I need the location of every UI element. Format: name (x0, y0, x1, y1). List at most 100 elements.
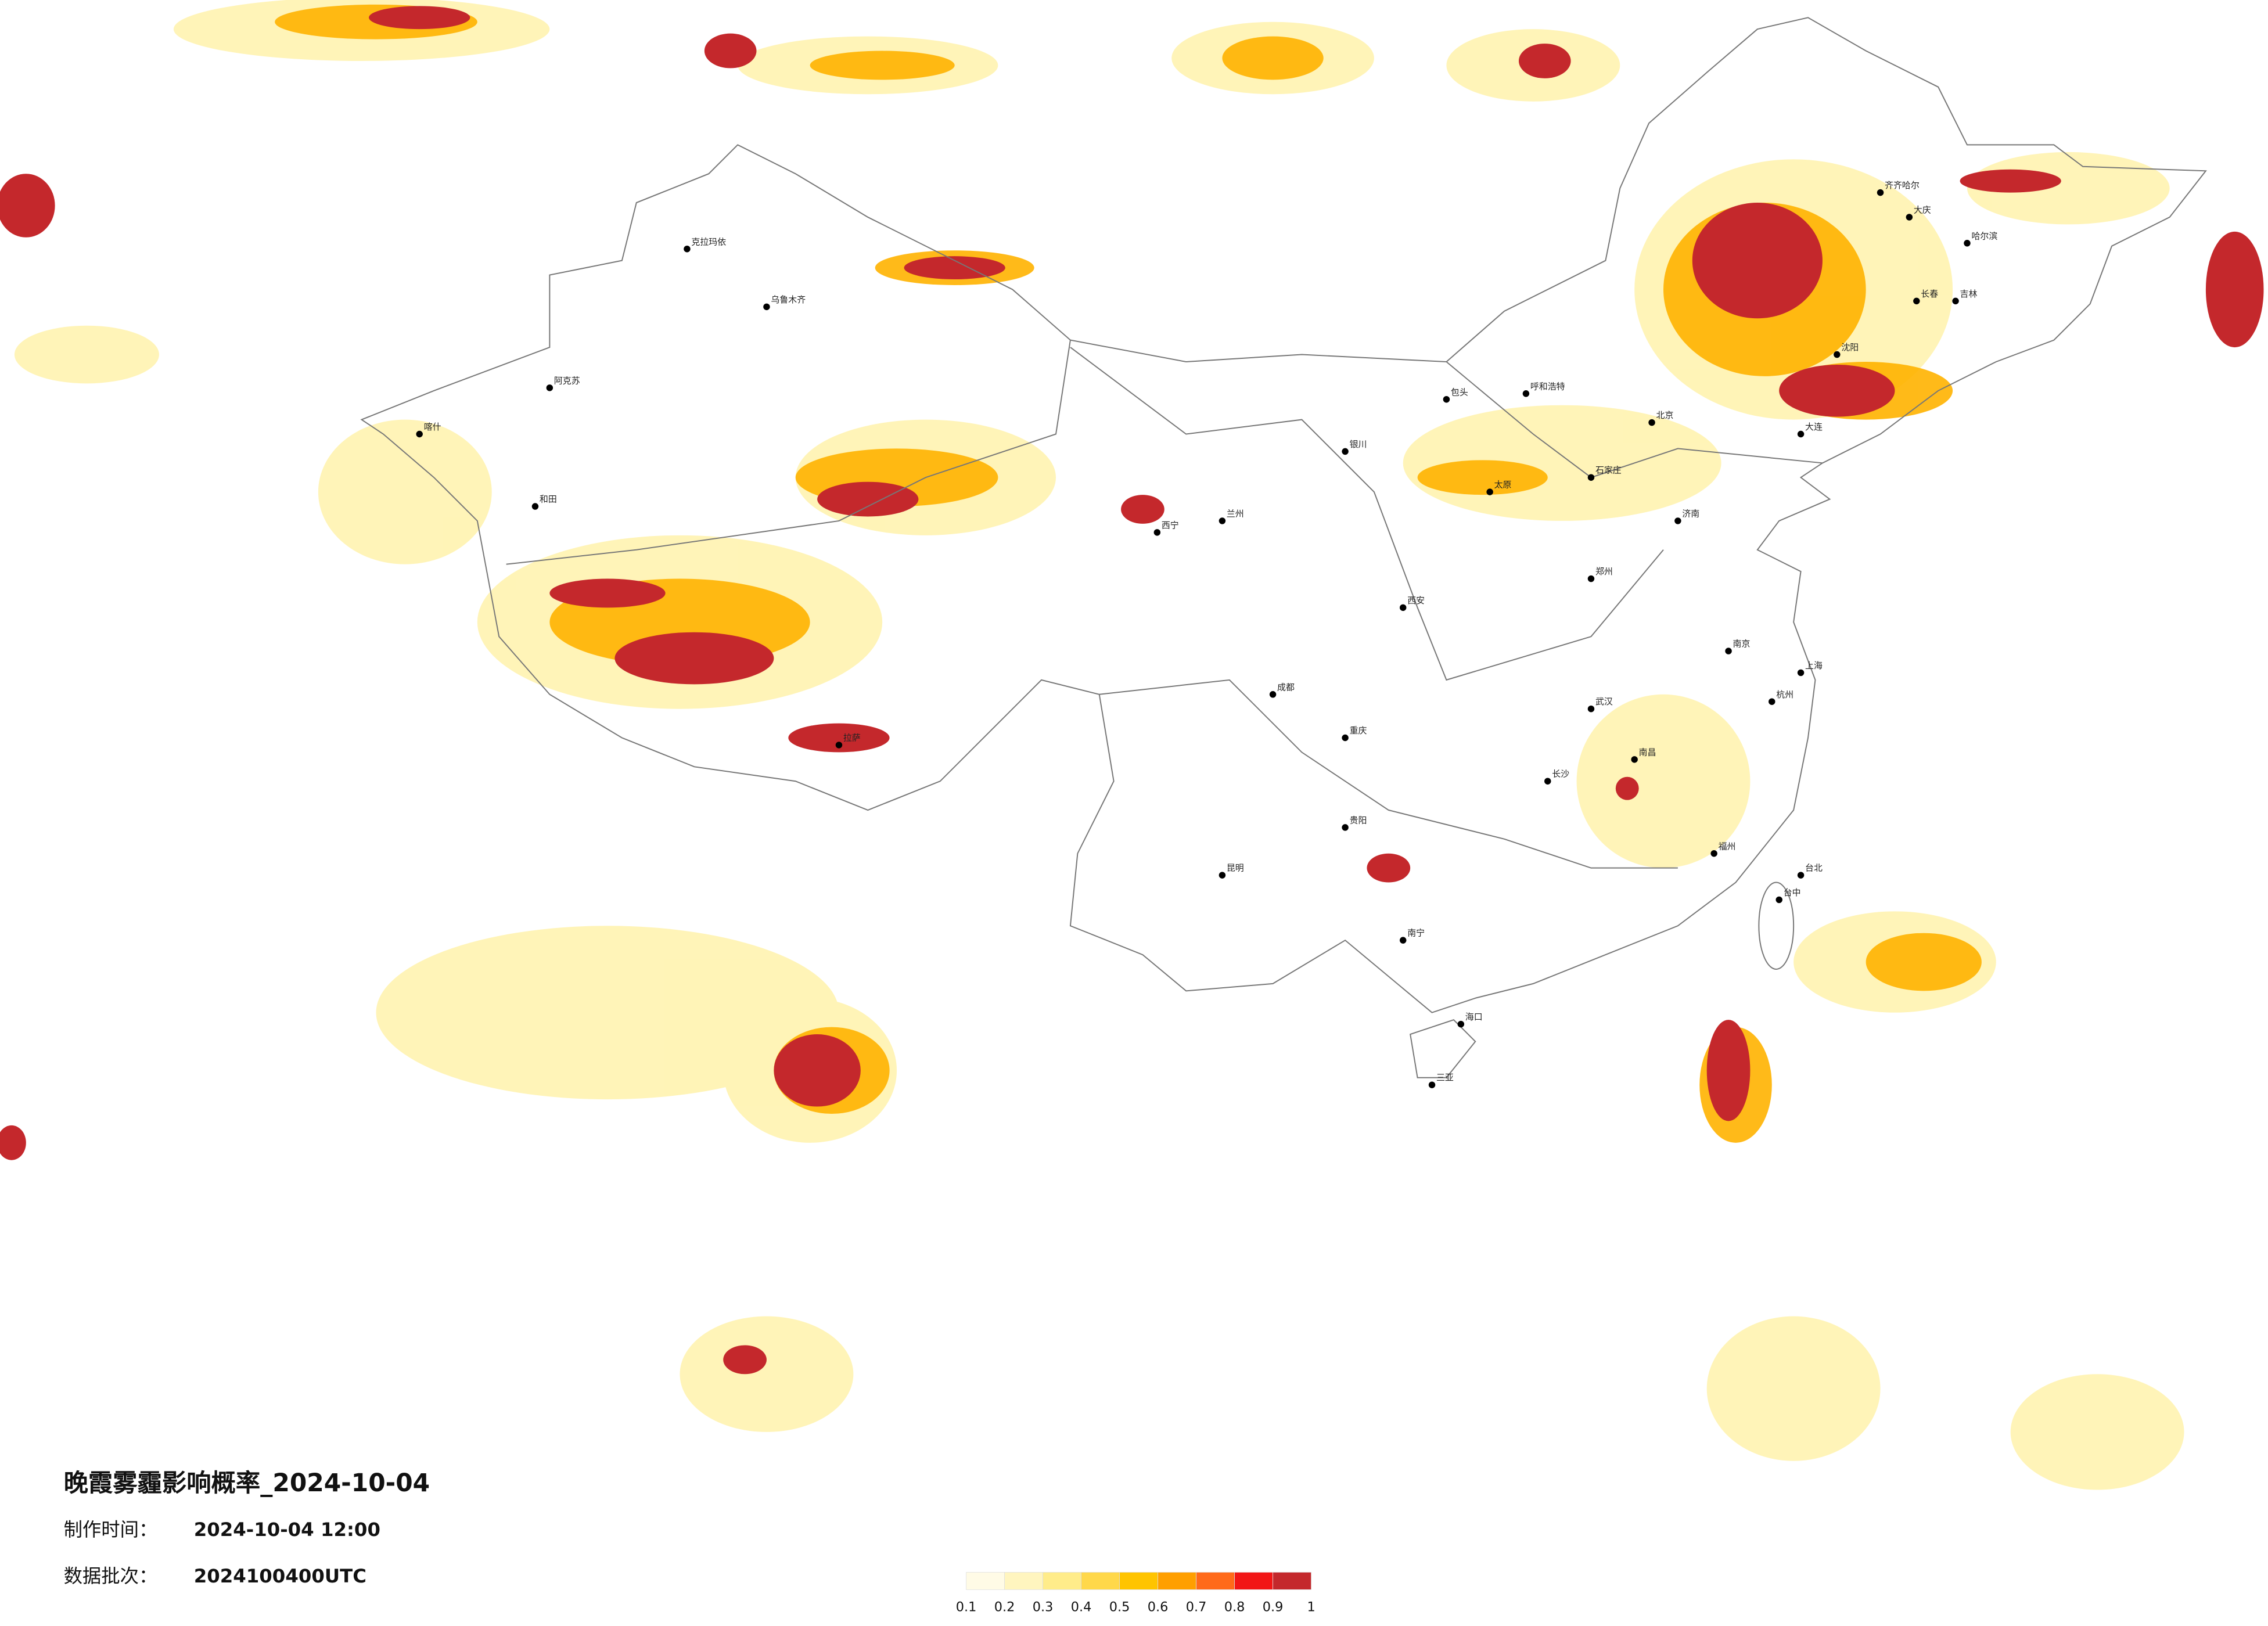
legend-swatch (966, 1572, 1005, 1590)
legend-swatch (1081, 1572, 1120, 1590)
city-dot (1913, 297, 1920, 305)
make-time: 2024-10-04 12:00 (194, 1519, 380, 1541)
city-dot (546, 384, 553, 391)
batch-label: 数据批次： (64, 1565, 158, 1587)
city-dot (1587, 474, 1595, 481)
city-label: 呼和浩特 (1530, 381, 1565, 391)
boundaries (360, 17, 2207, 1078)
city-dot (1342, 734, 1349, 742)
city-label: 阿克苏 (554, 375, 580, 386)
city-dot (763, 303, 770, 311)
color-legend: 0.1 0.2 0.3 0.4 0.5 0.6 0.7 0.8 0.9 1 (956, 1572, 1315, 1615)
city-dot (1342, 448, 1349, 455)
city-dot (1428, 1081, 1436, 1088)
city-dot (1219, 517, 1226, 524)
city-dot (684, 246, 691, 253)
city-dot (1522, 390, 1530, 397)
city-dot (1269, 691, 1277, 698)
city-label: 长沙 (1552, 769, 1569, 779)
legend-label: 0.6 (1148, 1600, 1169, 1615)
city-label: 拉萨 (843, 732, 861, 743)
batch: 2024100400UTC (194, 1565, 366, 1587)
city-label: 福州 (1719, 841, 1736, 851)
city-label: 南京 (1733, 639, 1751, 649)
city-dot (1486, 488, 1493, 495)
city-label: 包头 (1451, 387, 1468, 397)
legend-swatch (1158, 1572, 1196, 1590)
city-dot (1952, 297, 1959, 305)
city-label: 济南 (1682, 508, 1699, 519)
legend-label: 0.7 (1186, 1600, 1207, 1615)
city-label: 台北 (1805, 863, 1823, 873)
city-dot (1457, 1020, 1465, 1028)
city-dot (1219, 872, 1226, 879)
city-dot (1834, 351, 1841, 358)
city-dot (1631, 756, 1638, 763)
city-label: 郑州 (1595, 566, 1613, 577)
city-dot (1797, 430, 1805, 438)
city-dot (1342, 824, 1349, 831)
legend-label: 1 (1307, 1600, 1315, 1615)
city-dot (1587, 705, 1595, 713)
city-dot (1443, 396, 1450, 403)
city-dot (1797, 872, 1805, 879)
legend-swatch (1234, 1572, 1273, 1590)
legend-label: 0.3 (1033, 1600, 1054, 1615)
city-label: 贵阳 (1350, 815, 1367, 825)
legend-swatch (1273, 1572, 1311, 1590)
legend-label: 0.8 (1224, 1600, 1245, 1615)
city-dot (1710, 850, 1717, 857)
haze-field (0, 0, 2264, 1490)
city-label: 兰州 (1227, 508, 1244, 519)
city-label: 成都 (1277, 682, 1295, 692)
city-label: 台中 (1784, 887, 1801, 898)
city-label: 太原 (1494, 480, 1512, 490)
city-dot (1797, 669, 1805, 677)
city-label: 海口 (1465, 1012, 1483, 1022)
city-label: 石家庄 (1595, 465, 1622, 476)
legend-swatch (1043, 1572, 1081, 1590)
legend-swatch (1196, 1572, 1235, 1590)
city-label: 喀什 (424, 422, 441, 432)
legend-label: 0.4 (1071, 1600, 1092, 1615)
city-label: 长春 (1921, 289, 1938, 299)
city-dot (835, 742, 843, 749)
city-label: 大庆 (1914, 204, 1931, 215)
legend-swatch (1119, 1572, 1158, 1590)
city-label: 三亚 (1436, 1073, 1454, 1083)
city-label: 克拉玛依 (691, 236, 726, 247)
city-dot (1906, 214, 1913, 221)
city-dot (1544, 778, 1551, 785)
city-dot (1725, 647, 1732, 654)
map-title: 晚霞雾霾影响概率_2024-10-04 (64, 1469, 430, 1497)
city-label: 武汉 (1595, 696, 1613, 707)
legend-label: 0.2 (994, 1600, 1015, 1615)
city-label: 吉林 (1960, 289, 1978, 299)
city-label: 齐齐哈尔 (1885, 180, 1920, 190)
legend-swatch (1004, 1572, 1043, 1590)
city-dot (1399, 937, 1407, 944)
legend-label: 0.5 (1109, 1600, 1130, 1615)
city-label: 哈尔滨 (1971, 231, 1997, 241)
city-label: 南宁 (1407, 928, 1425, 938)
city-dot (1877, 189, 1884, 196)
city-label: 重庆 (1350, 725, 1367, 736)
city-label: 银川 (1350, 439, 1367, 449)
city-dot (531, 503, 539, 510)
city-label: 杭州 (1776, 689, 1793, 700)
city-label: 北京 (1656, 410, 1674, 420)
city-dot (1775, 896, 1782, 904)
city-label: 乌鲁木齐 (771, 294, 806, 305)
city-dot (1587, 575, 1595, 582)
make-time-label: 制作时间： (64, 1519, 158, 1541)
city-dot (1964, 240, 1971, 247)
city-dot (416, 430, 423, 438)
city-label: 沈阳 (1841, 342, 1859, 352)
city-dot (1153, 529, 1161, 536)
city-label: 大连 (1805, 422, 1823, 432)
city-label: 上海 (1805, 660, 1823, 671)
legend-label: 0.1 (956, 1600, 977, 1615)
